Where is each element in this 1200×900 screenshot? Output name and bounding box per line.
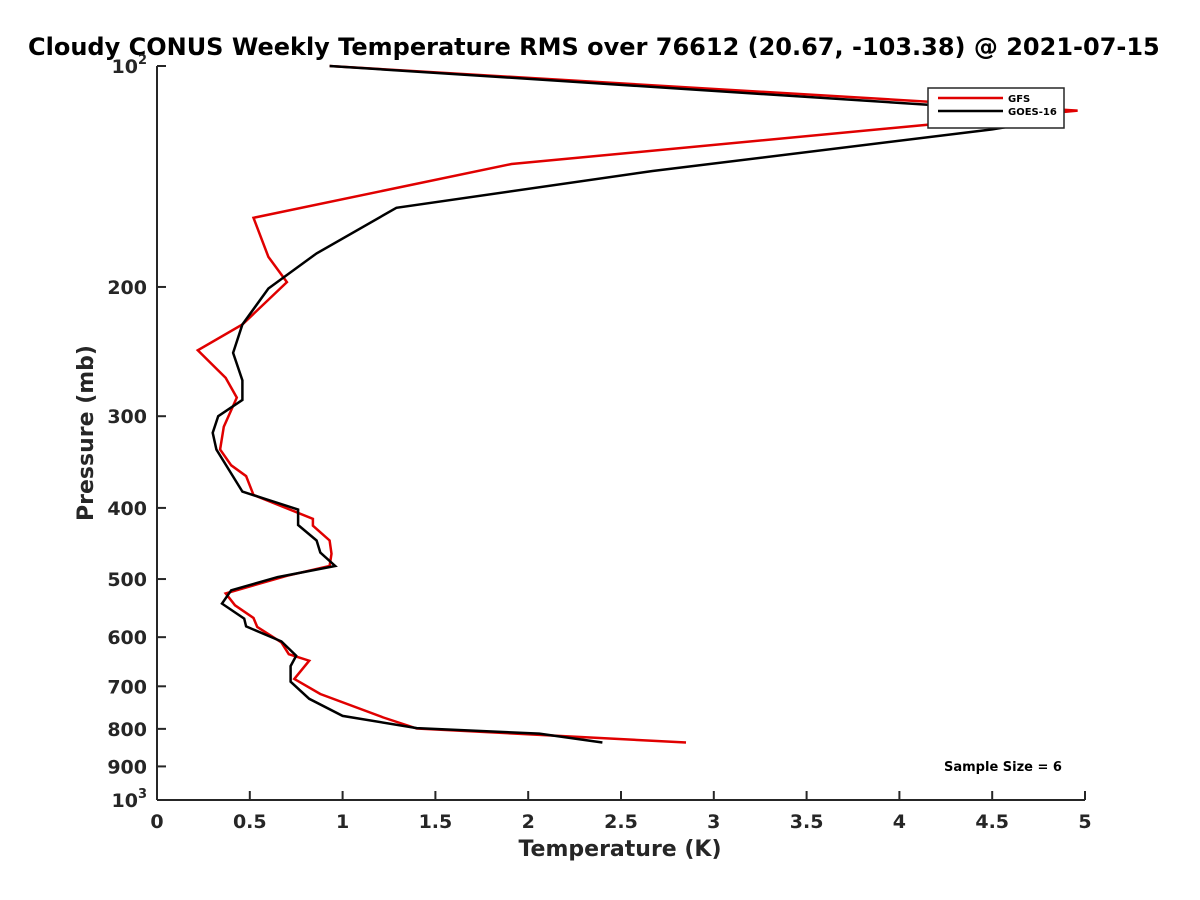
x-tick-label: 1 [336, 811, 349, 833]
x-tick-label: 3 [707, 811, 720, 833]
legend-label: GOES-16 [1008, 107, 1057, 118]
x-tick-label: 0 [150, 811, 163, 833]
series-lines [195, 64, 1078, 744]
x-axis-label: Temperature (K) [518, 837, 721, 862]
y-tick-label: 400 [107, 498, 147, 520]
y-tick-label: 102 [112, 53, 148, 78]
y-axis-label: Pressure (mb) [74, 345, 99, 521]
x-tick-label: 5 [1078, 811, 1091, 833]
y-tick-label: 103 [112, 787, 148, 812]
legend: GFS GOES-16 [927, 87, 1065, 129]
sample-size-annotation: Sample Size = 6 [944, 760, 1062, 775]
series-line-gfs [195, 64, 1078, 744]
y-tick-label: 300 [107, 406, 147, 428]
y-tick-label: 700 [107, 676, 147, 698]
x-tick-label: 0.5 [233, 811, 267, 833]
y-tick-label: 600 [107, 627, 147, 649]
x-tick-label: 3.5 [790, 811, 824, 833]
y-tick-label: 900 [107, 756, 147, 778]
y-tick-label: 200 [107, 277, 147, 299]
x-tick-label: 1.5 [419, 811, 453, 833]
y-tick-label: 500 [107, 569, 147, 591]
x-axis-ticks: 0 0.5 1 1.5 2 2.5 3 3.5 4 4.5 5 [150, 791, 1092, 833]
y-axis-ticks: 102 200 300 400 500 600 700 800 900 103 [107, 53, 166, 812]
y-tick-label: 800 [107, 719, 147, 741]
x-tick-label: 2 [522, 811, 535, 833]
x-tick-label: 4.5 [975, 811, 1009, 833]
legend-label: GFS [1008, 94, 1030, 105]
legend-box [927, 87, 1065, 129]
x-tick-label: 4 [893, 811, 906, 833]
chart-title: Cloudy CONUS Weekly Temperature RMS over… [28, 33, 1160, 61]
x-tick-label: 2.5 [604, 811, 638, 833]
series-line-goes-16 [211, 64, 1058, 744]
